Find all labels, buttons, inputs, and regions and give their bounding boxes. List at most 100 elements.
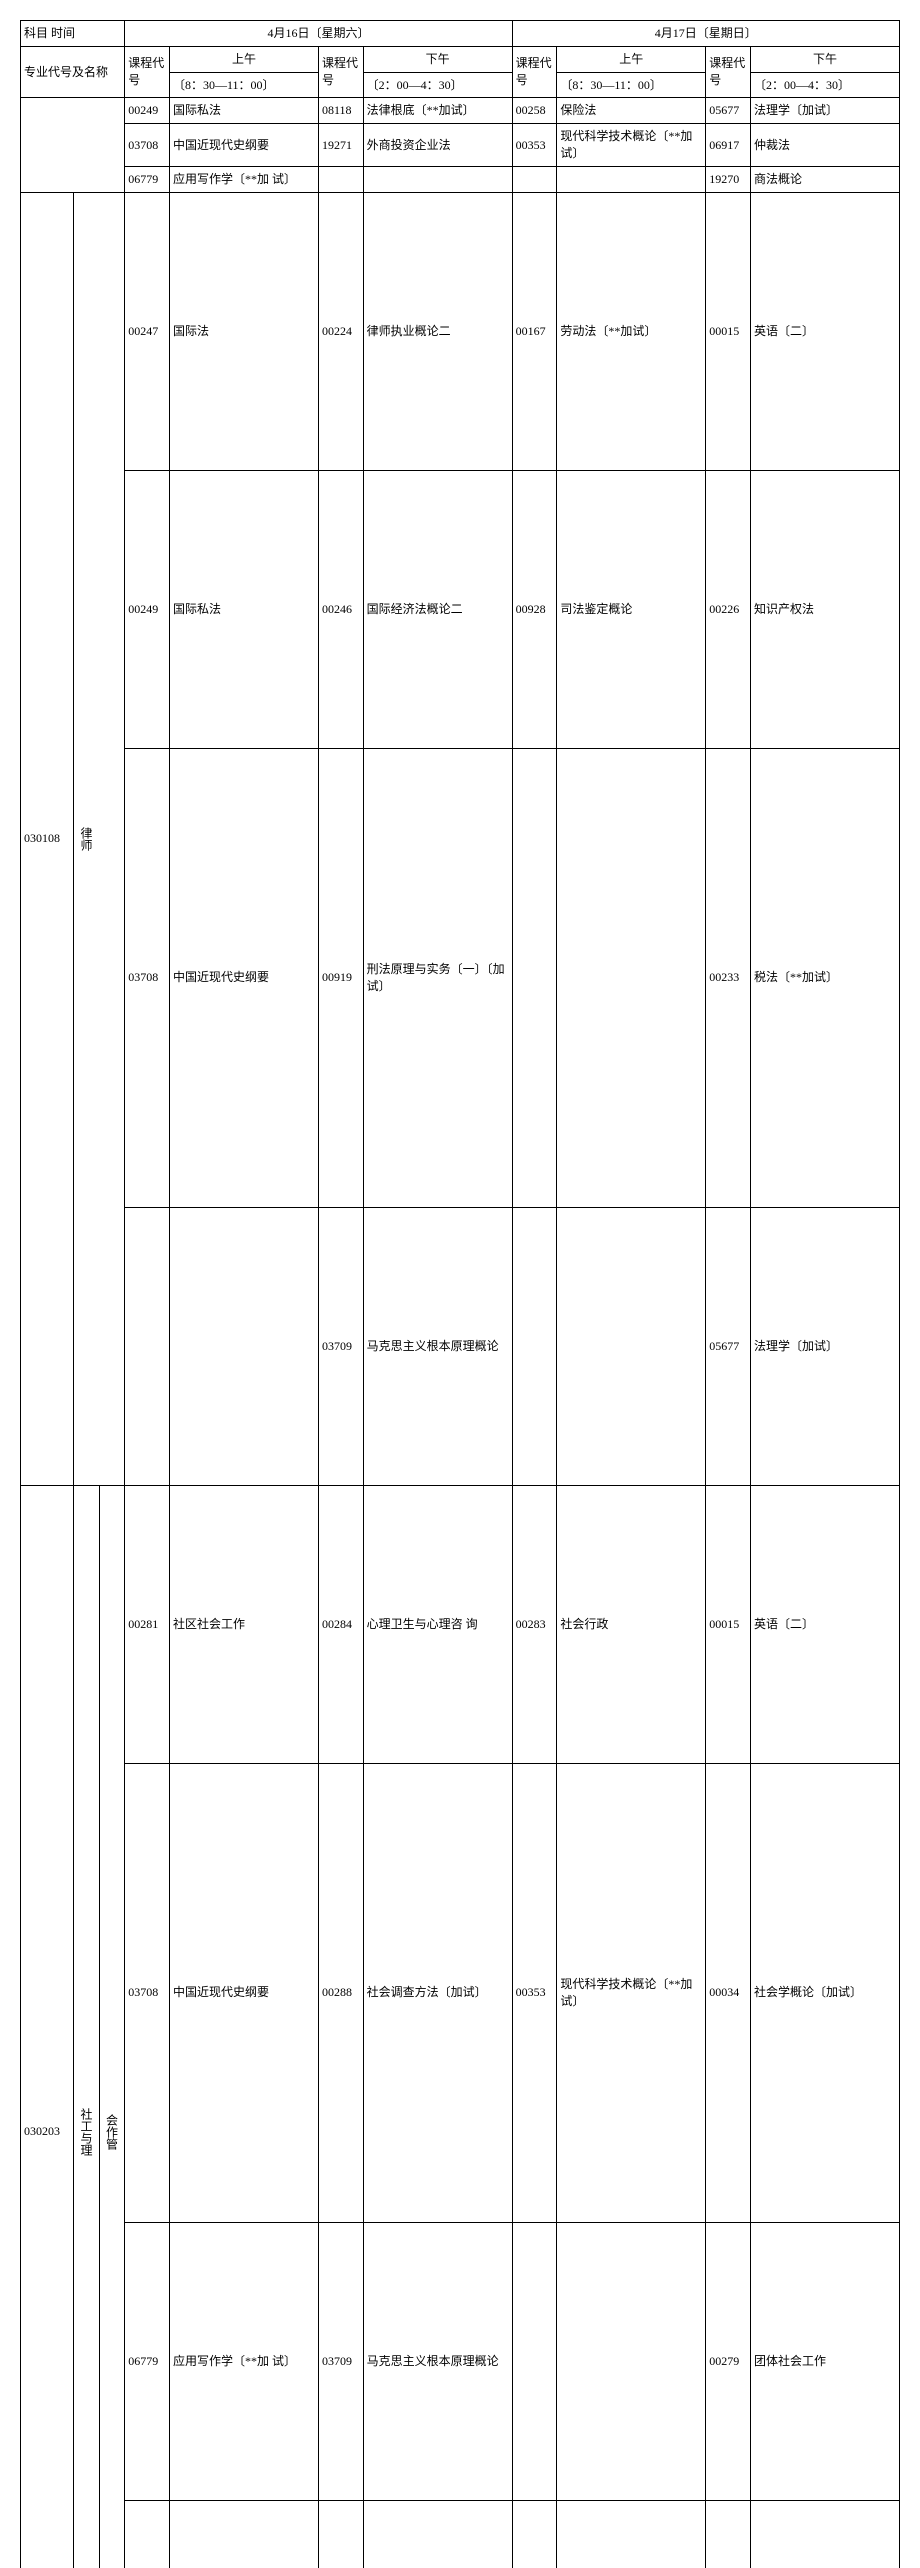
- course-code: [512, 2222, 557, 2500]
- course-name: 个案社会工作: [750, 2500, 899, 2568]
- course-name: 知识产权法: [750, 470, 899, 748]
- course-code: 00233: [706, 748, 751, 1207]
- course-code: 00249: [125, 98, 170, 124]
- header-am-time: 〔8：30—11：00〕: [557, 72, 706, 98]
- course-name: 法理学〔加试〕: [750, 98, 899, 124]
- header-course-code: 课程代号: [125, 46, 170, 98]
- course-code: 00353: [512, 124, 557, 167]
- course-code: 00258: [512, 98, 557, 124]
- course-code: 00224: [318, 192, 363, 470]
- course-code: 00015: [706, 1485, 751, 1763]
- course-name: 刑法原理与实务〔一〕〔加试〕: [363, 748, 512, 1207]
- course-name: 社会学概论〔加试〕: [750, 1763, 899, 2222]
- course-name: 英语〔二〕: [750, 192, 899, 470]
- course-name: 国际法: [169, 192, 318, 470]
- course-name: 现代科学技术概论〔**加试〕: [557, 124, 706, 167]
- exam-schedule-table: 科目 时间4月16日〔星期六〕4月17日〔星期日〕专业代号及名称课程代号上午课程…: [20, 20, 900, 2568]
- course-code: 00282: [706, 2500, 751, 2568]
- major-cell: [21, 98, 125, 192]
- course-code: 00249: [125, 470, 170, 748]
- course-name: 法律根底〔**加试〕: [363, 2500, 512, 2568]
- header-day2: 4月17日〔星期日〕: [512, 21, 899, 47]
- course-code: 00167: [512, 192, 557, 470]
- header-course-code: 课程代号: [512, 46, 557, 98]
- course-code: 00288: [318, 1763, 363, 2222]
- course-code: 06917: [706, 124, 751, 167]
- course-code: 00226: [706, 470, 751, 748]
- course-code: 00015: [706, 192, 751, 470]
- course-code: [512, 2500, 557, 2568]
- course-code: [125, 2500, 170, 2568]
- major-name: 社工与理: [74, 1485, 100, 2568]
- course-code: 00247: [125, 192, 170, 470]
- course-name: 团体社会工作: [750, 2222, 899, 2500]
- course-name: 英语〔二〕: [750, 1485, 899, 1763]
- header-day1: 4月16日〔星期六〕: [125, 21, 512, 47]
- course-code: 00928: [512, 470, 557, 748]
- course-code: 19271: [318, 124, 363, 167]
- course-name: [557, 166, 706, 192]
- course-code: 08118: [318, 2500, 363, 2568]
- course-code: 03708: [125, 1763, 170, 2222]
- major-code: 030203: [21, 1485, 74, 2568]
- course-code: [512, 1207, 557, 1485]
- course-name: 国际经济法概论二: [363, 470, 512, 748]
- course-name: 中国近现代史纲要: [169, 748, 318, 1207]
- course-name: 社会行政: [557, 1485, 706, 1763]
- course-code: [512, 166, 557, 192]
- course-name: 中国近现代史纲要: [169, 1763, 318, 2222]
- course-name: 律师执业概论二: [363, 192, 512, 470]
- course-name: 商法概论: [750, 166, 899, 192]
- course-code: 06779: [125, 2222, 170, 2500]
- course-code: 03709: [318, 2222, 363, 2500]
- course-name: 应用写作学〔**加 试〕: [169, 2222, 318, 2500]
- course-code: 03708: [125, 124, 170, 167]
- course-name: 马克思主义根本原理概论: [363, 2222, 512, 2500]
- course-name: 社区社会工作: [169, 1485, 318, 1763]
- course-code: 19270: [706, 166, 751, 192]
- header-major: 专业代号及名称: [21, 46, 125, 98]
- course-code: 00283: [512, 1485, 557, 1763]
- header-course-code: 课程代号: [318, 46, 363, 98]
- course-code: 00246: [318, 470, 363, 748]
- course-code: 00353: [512, 1763, 557, 2222]
- course-code: 06779: [125, 166, 170, 192]
- major-name: 律师: [74, 192, 125, 1485]
- header-am-time: 〔8：30—11：00〕: [169, 72, 318, 98]
- course-name: [169, 1207, 318, 1485]
- course-code: 08118: [318, 98, 363, 124]
- course-code: 00034: [706, 1763, 751, 2222]
- header-course-code: 课程代号: [706, 46, 751, 98]
- course-code: 00281: [125, 1485, 170, 1763]
- course-name: 国际私法: [169, 98, 318, 124]
- course-name: 法律根底〔**加试〕: [363, 98, 512, 124]
- course-name: 应用写作学〔**加 试〕: [169, 166, 318, 192]
- course-code: 03709: [318, 1207, 363, 1485]
- course-name: [363, 166, 512, 192]
- course-code: 05677: [706, 98, 751, 124]
- course-name: [557, 2500, 706, 2568]
- header-am1: 上午: [169, 46, 318, 72]
- major-code: 030108: [21, 192, 74, 1485]
- course-name: 司法鉴定概论: [557, 470, 706, 748]
- course-name: [557, 748, 706, 1207]
- course-code: [512, 748, 557, 1207]
- course-code: 00284: [318, 1485, 363, 1763]
- course-name: 国际私法: [169, 470, 318, 748]
- course-code: 00279: [706, 2222, 751, 2500]
- course-name: 保险法: [557, 98, 706, 124]
- course-name: 仲裁法: [750, 124, 899, 167]
- course-name: [557, 2222, 706, 2500]
- course-name: 心理卫生与心理咨 询: [363, 1485, 512, 1763]
- major-name2: 会作管: [99, 1485, 125, 2568]
- course-code: 00919: [318, 748, 363, 1207]
- course-name: [169, 2500, 318, 2568]
- header-subject-time: 科目 时间: [21, 21, 125, 47]
- header-pm1: 下午: [363, 46, 512, 72]
- course-code: [318, 166, 363, 192]
- course-name: [557, 1207, 706, 1485]
- course-name: 马克思主义根本原理概论: [363, 1207, 512, 1485]
- course-name: 法理学〔加试〕: [750, 1207, 899, 1485]
- course-name: 现代科学技术概论〔**加试〕: [557, 1763, 706, 2222]
- course-name: 中国近现代史纲要: [169, 124, 318, 167]
